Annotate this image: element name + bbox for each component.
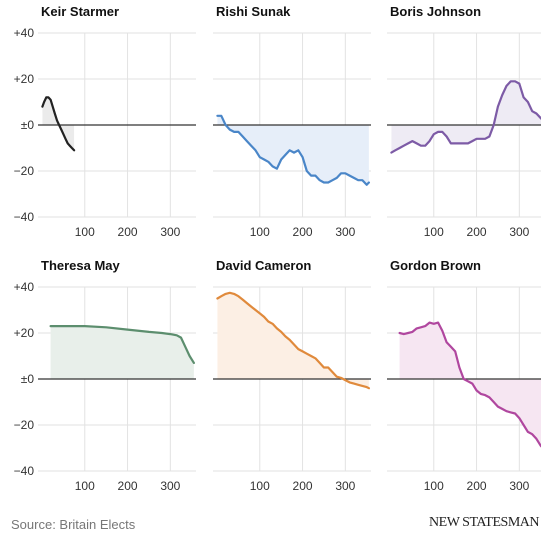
x-tick-label: 300 xyxy=(509,479,529,493)
series-area xyxy=(399,322,541,447)
y-tick-label: ±0 xyxy=(21,118,35,132)
panel-keir-starmer: Keir Starmer +40 +20 ±0 −20 −40 100 200 300 xyxy=(14,4,196,239)
series-line xyxy=(216,291,370,390)
series-line xyxy=(41,96,76,152)
series-area xyxy=(50,326,194,379)
series-area xyxy=(217,292,369,389)
y-tick-label: +40 xyxy=(14,280,35,294)
panel-title: David Cameron xyxy=(216,258,311,273)
panel-david-cameron: David Cameron 100 200 300 xyxy=(213,258,371,493)
y-tick-label: +20 xyxy=(14,72,35,86)
panel-boris-johnson: Boris Johnson 100 200 300 xyxy=(387,4,541,239)
panel-gordon-brown: Gordon Brown 100 200 300 xyxy=(387,258,541,493)
x-tick-label: 100 xyxy=(424,225,444,239)
x-tick-label: 200 xyxy=(293,225,313,239)
panel-title: Gordon Brown xyxy=(390,258,481,273)
x-tick-label: 100 xyxy=(250,225,270,239)
x-tick-label: 100 xyxy=(75,225,95,239)
y-tick-label: −20 xyxy=(14,418,35,432)
x-tick-label: 200 xyxy=(118,479,138,493)
panel-title: Boris Johnson xyxy=(390,4,481,19)
x-tick-label: 100 xyxy=(424,479,444,493)
panel-title: Theresa May xyxy=(41,258,121,273)
x-tick-label: 200 xyxy=(467,225,487,239)
panel-rishi-sunak: Rishi Sunak 100 200 300 xyxy=(213,4,371,239)
y-tick-label: +20 xyxy=(14,326,35,340)
x-tick-label: 300 xyxy=(160,479,180,493)
panel-title: Keir Starmer xyxy=(41,4,119,19)
x-tick-label: 100 xyxy=(250,479,270,493)
y-tick-label: ±0 xyxy=(21,372,35,386)
series-area xyxy=(391,81,541,153)
y-tick-label: +40 xyxy=(14,26,35,40)
x-tick-label: 200 xyxy=(293,479,313,493)
x-tick-label: 100 xyxy=(75,479,95,493)
y-tick-label: −40 xyxy=(14,464,35,478)
x-tick-label: 300 xyxy=(509,225,529,239)
series-line xyxy=(398,321,541,448)
x-tick-label: 200 xyxy=(118,225,138,239)
y-tick-label: −40 xyxy=(14,210,35,224)
x-tick-label: 200 xyxy=(467,479,487,493)
panel-theresa-may: Theresa May +40 +20 ±0 −20 −40 100 200 300 xyxy=(14,258,196,493)
x-tick-label: 300 xyxy=(160,225,180,239)
source-note: Source: Britain Elects xyxy=(11,517,136,532)
series-area xyxy=(217,115,369,185)
panel-title: Rishi Sunak xyxy=(216,4,291,19)
y-tick-label: −20 xyxy=(14,164,35,178)
series-line xyxy=(216,114,370,186)
series-line xyxy=(390,80,541,154)
brand-logo: NEW STATESMAN xyxy=(429,515,539,530)
x-tick-label: 300 xyxy=(335,225,355,239)
series-line xyxy=(49,325,195,364)
x-tick-label: 300 xyxy=(335,479,355,493)
